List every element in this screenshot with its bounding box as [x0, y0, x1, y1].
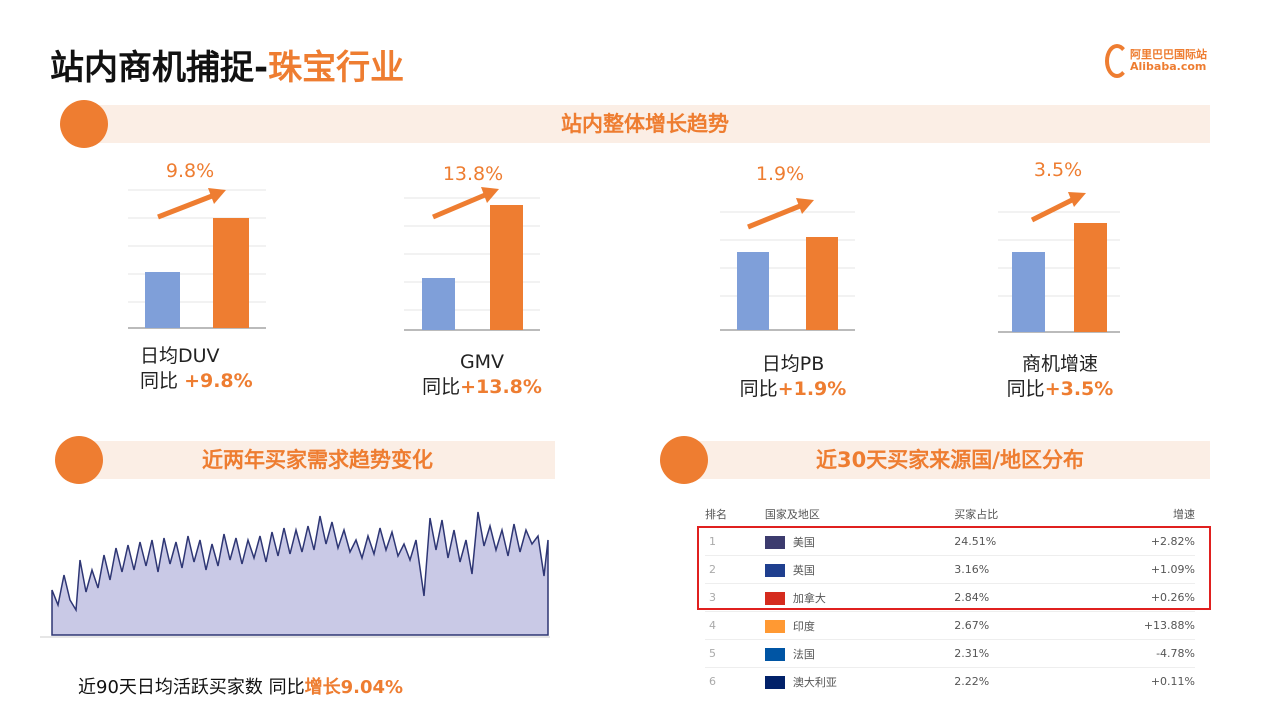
- section-heading: 站内整体增长趋势: [80, 105, 1210, 143]
- flag: [764, 648, 785, 661]
- country: 美国: [792, 535, 815, 549]
- country: 英国: [792, 563, 815, 577]
- metric-name: GMV: [459, 351, 505, 373]
- cell: +1.09%: [1150, 563, 1195, 576]
- yoy: +13.8%: [460, 376, 542, 398]
- yoy-label: 同比: [1006, 378, 1045, 400]
- flag: [764, 676, 785, 689]
- cell: 2.22%: [954, 675, 990, 688]
- table-row: 5 法国 2.31% -4.78%: [705, 639, 1195, 668]
- title-highlight: 珠宝行业: [268, 48, 405, 88]
- cell: 3.16%: [954, 563, 990, 576]
- growth: 1.9%: [755, 163, 805, 185]
- yoy-label: 同比: [140, 370, 179, 392]
- caption-highlight: 增长9.04%: [304, 677, 404, 698]
- yoy-label: 同比: [422, 376, 461, 398]
- cell: 2.84%: [954, 591, 990, 604]
- cell: 美国: [764, 528, 954, 556]
- metric-label: 商机增速同比+3.5%: [960, 352, 1160, 402]
- cell: 1: [709, 535, 716, 548]
- cell: -4.78%: [1156, 647, 1195, 660]
- flag: [764, 564, 785, 577]
- section-heading: 近两年买家需求趋势变化: [80, 441, 555, 479]
- cell: 印度: [764, 612, 954, 640]
- yoy-label: 同比: [739, 378, 778, 400]
- cell: +13.88%: [1143, 619, 1195, 632]
- cell: +0.11%: [1150, 675, 1195, 688]
- country: 加拿大: [792, 591, 826, 605]
- yoy: +3.5%: [1044, 378, 1114, 400]
- metric-label: 日均PB 同比+1.9%: [693, 352, 893, 402]
- cell: 6: [709, 675, 716, 688]
- cell: +0.26%: [1150, 591, 1195, 604]
- table-row: 1 美国 24.51% +2.82%: [705, 527, 1195, 556]
- cell: 加拿大: [764, 584, 954, 612]
- growth: 9.8%: [165, 160, 215, 182]
- cell: 24.51%: [954, 535, 997, 548]
- column-header: 国家及地区: [764, 507, 820, 521]
- cell: 3: [709, 591, 716, 604]
- cell: 2: [709, 563, 716, 576]
- logo-cn: 阿里巴巴国际站: [1130, 48, 1207, 61]
- title-text: 站内商机捕捉-: [50, 48, 269, 88]
- cell: 法国: [764, 640, 954, 668]
- section-icon: [660, 436, 708, 484]
- logo-en: Alibaba.com: [1130, 60, 1207, 73]
- caption: 近90天日均活跃买家数 同比增长9.04%: [78, 673, 403, 699]
- section-heading: 近30天买家来源国/地区分布: [690, 441, 1210, 479]
- grid: [128, 189, 1120, 311]
- bar-charts: [128, 187, 1120, 333]
- section-icon: [55, 436, 103, 484]
- cell: 4: [709, 619, 716, 632]
- cell: 澳大利亚: [764, 668, 954, 696]
- yoy: +1.9%: [777, 378, 847, 400]
- country: 法国: [792, 647, 815, 661]
- flag: [764, 620, 785, 633]
- column-header: 买家占比: [954, 507, 999, 521]
- table-row: 3 加拿大 2.84% +0.26%: [705, 583, 1195, 612]
- table-row: 6 澳大利亚 2.22% +0.11%: [705, 667, 1195, 696]
- column-header: 排名: [705, 507, 727, 521]
- metric-name: 商机增速: [1021, 353, 1098, 375]
- cell: +2.82%: [1150, 535, 1195, 548]
- trend-chart: [40, 511, 550, 638]
- cell: 英国: [764, 556, 954, 584]
- metric-name: 日均PB: [761, 353, 825, 375]
- metric-name: 日均DUV: [140, 345, 220, 367]
- country: 印度: [792, 619, 815, 633]
- highlight-box: [697, 526, 1211, 610]
- growth: 13.8%: [442, 163, 504, 185]
- yoy: +9.8%: [184, 370, 253, 392]
- cell: 2.31%: [954, 647, 990, 660]
- arrows: [157, 187, 1086, 230]
- flag: [764, 592, 785, 605]
- cell: 5: [709, 647, 716, 660]
- metric-label: 日均DUV 同比 +9.8%: [90, 344, 300, 394]
- flag: [764, 536, 785, 549]
- caption-text: 近90天日均活跃买家数 同比: [78, 677, 305, 698]
- logo-icon: [1105, 44, 1129, 78]
- growth: 3.5%: [1033, 159, 1083, 181]
- country: 澳大利亚: [792, 675, 837, 689]
- cell: 2.67%: [954, 619, 990, 632]
- table: 排名 国家及地区 买家占比 增速 1 美国 24.51% +2.82% 2 英国 3.16% +1.0…: [705, 500, 1195, 695]
- title: 站内商机捕捉-珠宝行业: [50, 40, 404, 89]
- table-row: 2 英国 3.16% +1.09%: [705, 555, 1195, 584]
- header-row: 排名 国家及地区 买家占比 增速: [705, 500, 1195, 528]
- column-header: 增速: [1173, 507, 1195, 521]
- metric-label: GMV 同比+13.8%: [382, 350, 582, 400]
- table-row: 4 印度 2.67% +13.88%: [705, 611, 1195, 640]
- section-icon: [60, 100, 108, 148]
